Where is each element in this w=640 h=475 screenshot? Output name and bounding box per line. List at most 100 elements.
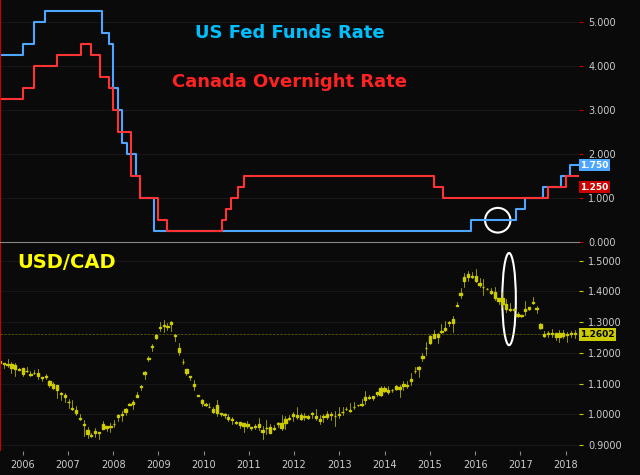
Bar [516, 314, 519, 315]
Bar [140, 386, 142, 387]
Bar [132, 402, 134, 404]
Bar [227, 417, 230, 419]
Text: USD/CAD: USD/CAD [17, 253, 116, 272]
Bar [280, 423, 283, 428]
Bar [231, 418, 234, 420]
Bar [433, 334, 435, 338]
Bar [349, 410, 351, 411]
Bar [269, 427, 271, 433]
Bar [300, 415, 302, 419]
Bar [573, 333, 576, 334]
Bar [56, 385, 58, 390]
Bar [90, 436, 93, 437]
Bar [383, 388, 385, 390]
Bar [387, 390, 389, 392]
Bar [380, 388, 381, 395]
Bar [513, 309, 515, 311]
Bar [18, 369, 20, 370]
Bar [509, 309, 511, 310]
Bar [460, 293, 461, 295]
Bar [254, 426, 256, 428]
Bar [128, 404, 131, 405]
Bar [196, 395, 199, 396]
Bar [63, 395, 66, 398]
Bar [334, 416, 336, 417]
Bar [106, 426, 108, 428]
Bar [124, 408, 127, 412]
Bar [376, 392, 378, 394]
Bar [155, 335, 157, 338]
Text: 1.2602: 1.2602 [580, 330, 615, 339]
Bar [79, 418, 81, 419]
Bar [86, 429, 89, 434]
Bar [475, 276, 477, 281]
Bar [204, 404, 207, 405]
Bar [410, 379, 412, 381]
Bar [29, 374, 31, 375]
Bar [22, 369, 24, 374]
Bar [452, 319, 454, 323]
Bar [493, 292, 496, 298]
Bar [178, 349, 180, 352]
Bar [307, 416, 309, 418]
Bar [520, 315, 522, 316]
Bar [60, 393, 62, 394]
Bar [501, 298, 504, 304]
Bar [543, 334, 545, 336]
Bar [273, 428, 275, 429]
Bar [94, 431, 96, 433]
Text: 1.250: 1.250 [580, 183, 609, 192]
Bar [372, 396, 374, 399]
Bar [37, 373, 39, 376]
Bar [558, 333, 561, 337]
Bar [337, 414, 340, 415]
Bar [75, 410, 77, 413]
Bar [330, 414, 332, 415]
Bar [45, 376, 47, 378]
Bar [49, 381, 51, 385]
Bar [276, 423, 279, 424]
Bar [10, 364, 13, 368]
Text: 1.750: 1.750 [580, 161, 609, 170]
Bar [421, 356, 424, 358]
Bar [490, 291, 492, 293]
Bar [547, 333, 549, 334]
Bar [109, 426, 111, 427]
Bar [117, 415, 119, 418]
Bar [189, 376, 191, 377]
Bar [284, 419, 287, 423]
Bar [536, 308, 538, 309]
Bar [292, 414, 294, 416]
Bar [524, 309, 526, 311]
Bar [186, 369, 188, 373]
Bar [364, 397, 367, 399]
Bar [429, 336, 431, 343]
Bar [174, 335, 176, 336]
Bar [296, 415, 298, 417]
Bar [323, 416, 324, 418]
Bar [212, 409, 214, 412]
Bar [151, 346, 154, 347]
Bar [550, 333, 553, 334]
Bar [159, 327, 161, 328]
Bar [136, 395, 138, 397]
Bar [326, 414, 328, 417]
Bar [143, 372, 146, 374]
Bar [540, 324, 541, 328]
Bar [98, 432, 100, 433]
Bar [102, 424, 104, 428]
Bar [235, 422, 237, 423]
Bar [113, 424, 115, 425]
Bar [440, 331, 443, 332]
Bar [14, 365, 17, 369]
Bar [360, 404, 363, 405]
Bar [166, 326, 168, 327]
Bar [193, 384, 195, 387]
Bar [250, 427, 252, 428]
Bar [566, 334, 568, 335]
Bar [243, 423, 244, 426]
Bar [505, 304, 508, 309]
Bar [246, 424, 248, 427]
Bar [147, 358, 150, 359]
Bar [562, 333, 564, 336]
